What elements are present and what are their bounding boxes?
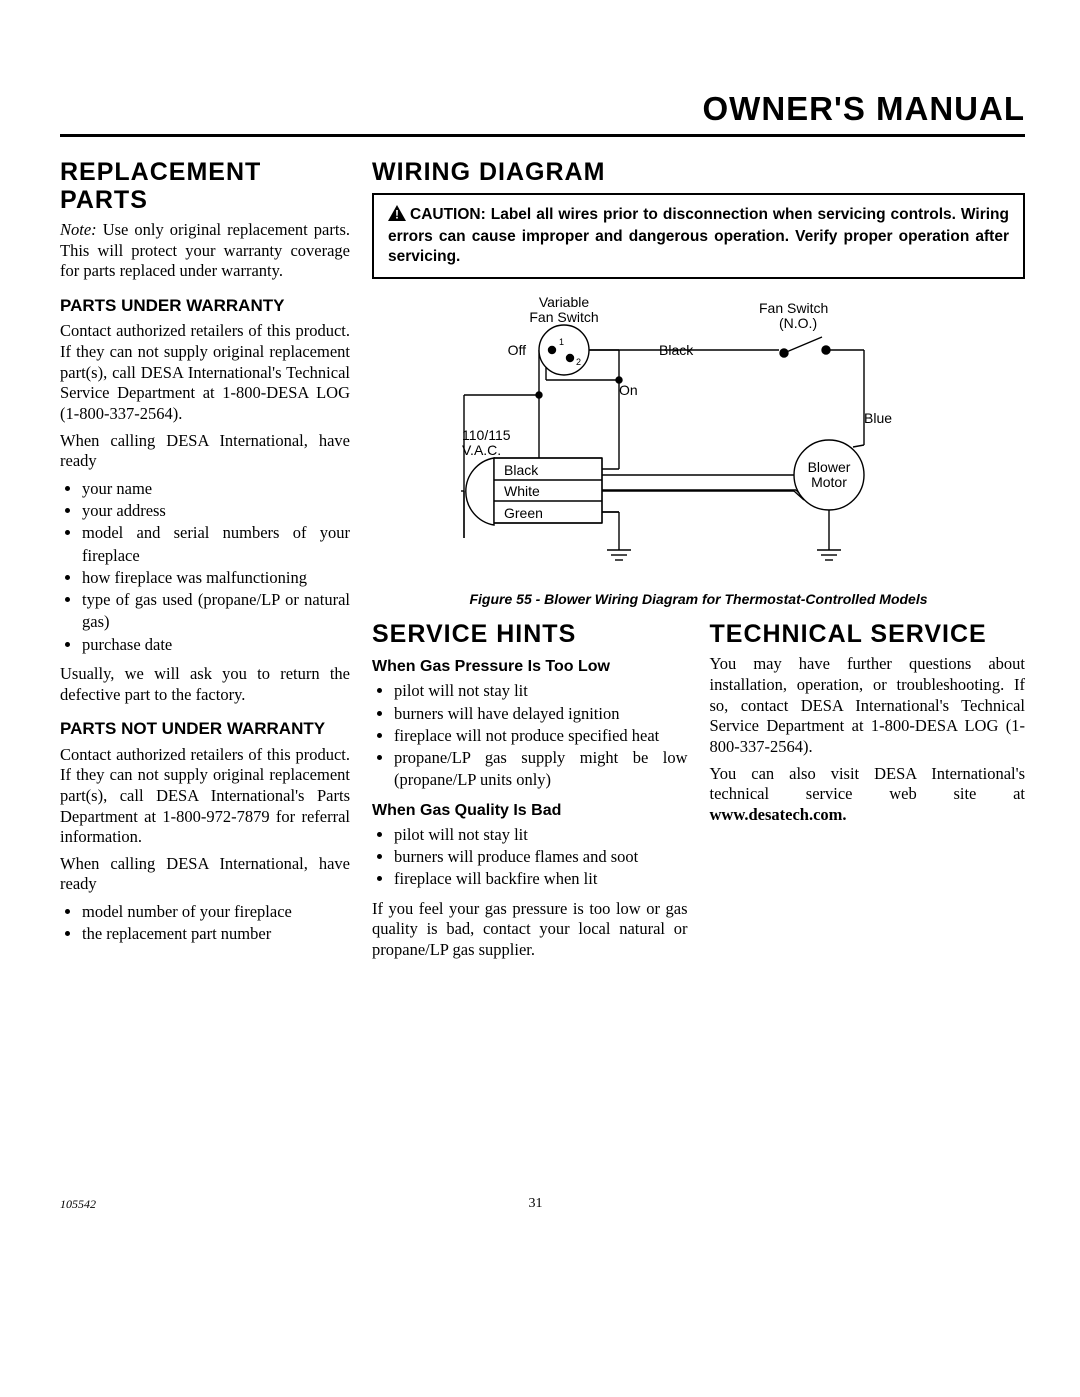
main-columns: Replacement Parts Note: Use only origina… — [60, 159, 1025, 966]
low-pressure-list: pilot will not stay lit burners will hav… — [372, 680, 688, 791]
diagram-label: Black — [659, 342, 694, 358]
bad-quality-heading: When Gas Quality Is Bad — [372, 802, 688, 820]
list-item: purchase date — [82, 634, 350, 656]
svg-text:!: ! — [395, 207, 399, 221]
list-item: how fireplace was malfunctioning — [82, 567, 350, 589]
wiring-diagram-figure: Variable Fan Switch Off 1 2 On Black Fan… — [372, 295, 1025, 607]
diagram-label: Off — [507, 342, 526, 358]
list-item: burners will produce flames and soot — [394, 846, 688, 868]
under-warranty-p2: When calling DESA International, have re… — [60, 431, 350, 472]
footer: 105542 31 — [60, 1196, 1025, 1212]
replacement-parts-heading: Replacement Parts — [60, 159, 350, 214]
list-item: the replacement part number — [82, 923, 350, 945]
page-number: 31 — [529, 1196, 543, 1212]
warning-icon: ! — [388, 205, 406, 227]
header-title: Owner's Manual — [60, 90, 1025, 128]
list-item: pilot will not stay lit — [394, 680, 688, 702]
list-item: propane/LP gas supply might be low (prop… — [394, 747, 688, 792]
technical-service-p2: You can also visit DESA International's … — [710, 764, 1026, 826]
wiring-diagram-svg: Variable Fan Switch Off 1 2 On Black Fan… — [434, 295, 964, 580]
technical-service-col: Technical Service You may have further q… — [710, 621, 1026, 967]
list-item: pilot will not stay lit — [394, 824, 688, 846]
under-warranty-p1: Contact authorized retailers of this pro… — [60, 321, 350, 424]
diagram-label: 110/115 — [462, 427, 511, 443]
low-pressure-heading: When Gas Pressure Is Too Low — [372, 658, 688, 676]
diagram-label: Variable — [538, 295, 589, 310]
right-column: Wiring Diagram ! CAUTION: Label all wire… — [372, 159, 1025, 966]
diagram-label: Black — [504, 462, 539, 478]
list-item: burners will have delayed ignition — [394, 703, 688, 725]
service-hints-closing: If you feel your gas pressure is too low… — [372, 899, 688, 961]
ts-website: www.desatech.com. — [710, 805, 847, 824]
list-item: fireplace will not produce specified hea… — [394, 725, 688, 747]
diagram-label: Blue — [864, 410, 892, 426]
diagram-label: Fan Switch — [759, 300, 828, 316]
technical-service-heading: Technical Service — [710, 621, 1026, 649]
figure-caption: Figure 55 - Blower Wiring Diagram for Th… — [372, 591, 1025, 607]
under-warranty-list: your name your address model and serial … — [60, 478, 350, 656]
not-under-warranty-list: model number of your fireplace the repla… — [60, 901, 350, 946]
diagram-label: Green — [504, 505, 543, 521]
lower-columns: Service Hints When Gas Pressure Is Too L… — [372, 621, 1025, 967]
diagram-label: Motor — [811, 474, 847, 490]
not-under-warranty-heading: Parts Not Under Warranty — [60, 719, 350, 739]
diagram-label: White — [504, 483, 540, 499]
diagram-label: Fan Switch — [529, 309, 598, 325]
header: Owner's Manual — [60, 90, 1025, 137]
diagram-label: 2 — [576, 357, 581, 367]
diagram-label: Blower — [807, 459, 850, 475]
service-hints-col: Service Hints When Gas Pressure Is Too L… — [372, 621, 688, 967]
list-item: your address — [82, 500, 350, 522]
list-item: type of gas used (propane/LP or natural … — [82, 589, 350, 634]
technical-service-p1: You may have further questions about ins… — [710, 654, 1026, 757]
replacement-note: Note: Use only original replacement part… — [60, 220, 350, 282]
wiring-diagram-heading: Wiring Diagram — [372, 159, 1025, 187]
list-item: model number of your fireplace — [82, 901, 350, 923]
diagram-label: V.A.C. — [462, 442, 501, 458]
not-under-warranty-p1: Contact authorized retailers of this pro… — [60, 745, 350, 848]
diagram-label: 1 — [559, 337, 564, 347]
diagram-label: (N.O.) — [779, 315, 817, 331]
bad-quality-list: pilot will not stay lit burners will pro… — [372, 824, 688, 891]
note-text: Use only original replacement parts. Thi… — [60, 220, 350, 280]
diagram-label: On — [619, 382, 638, 398]
note-label: Note: — [60, 220, 97, 239]
caution-label: CAUTION: — [410, 206, 486, 223]
doc-id: 105542 — [60, 1197, 96, 1212]
ts-p2-text: You can also visit DESA International's … — [710, 764, 1026, 804]
caution-box: ! CAUTION: Label all wires prior to disc… — [372, 193, 1025, 279]
under-warranty-heading: Parts Under Warranty — [60, 296, 350, 316]
not-under-warranty-p2: When calling DESA International, have re… — [60, 854, 350, 895]
under-warranty-p3: Usually, we will ask you to return the d… — [60, 664, 350, 705]
list-item: fireplace will backfire when lit — [394, 868, 688, 890]
page: Owner's Manual Replacement Parts Note: U… — [0, 0, 1080, 1252]
list-item: your name — [82, 478, 350, 500]
left-column: Replacement Parts Note: Use only origina… — [60, 159, 350, 966]
list-item: model and serial numbers of your firepla… — [82, 522, 350, 567]
service-hints-heading: Service Hints — [372, 621, 688, 649]
